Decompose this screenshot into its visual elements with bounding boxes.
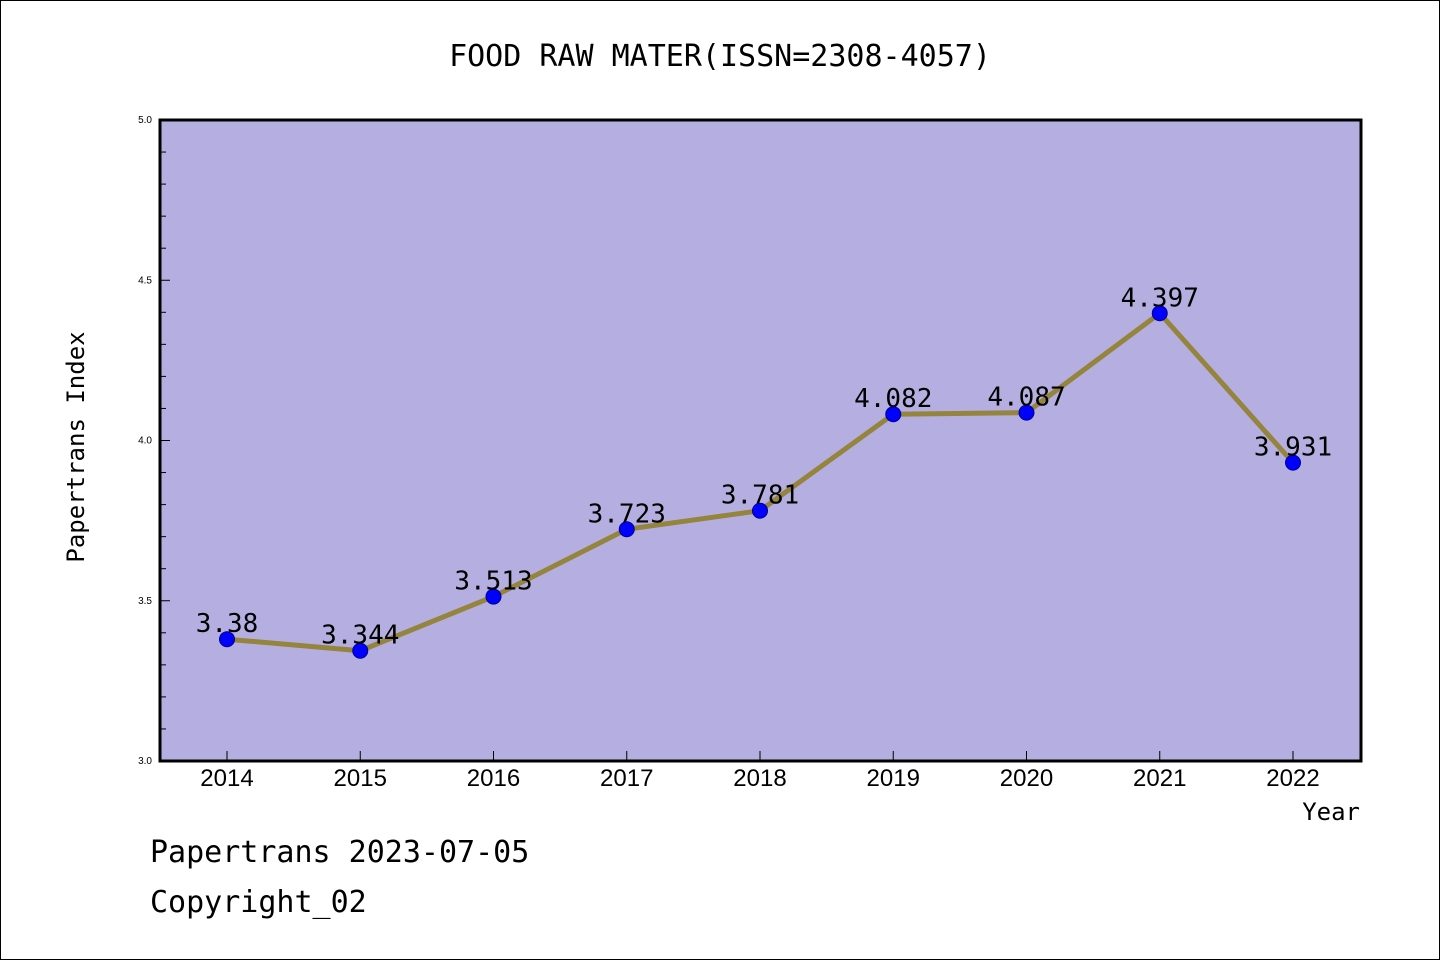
- data-label-2018: 3.781: [721, 481, 799, 511]
- plot-area: [160, 120, 1361, 761]
- data-point-2015: [352, 642, 369, 659]
- x-tick-label: 2017: [600, 765, 653, 792]
- data-label-2014: 3.38: [196, 609, 259, 639]
- x-axis-label: Year: [1302, 798, 1360, 826]
- plot-border: [158, 118, 1363, 763]
- data-point-2017: [618, 521, 635, 538]
- data-labels: 3.38 3.344 3.513 3.723 3.781 4.082 4.087 4.397 3…: [196, 283, 1332, 650]
- y-tick-label: 3.5: [138, 596, 152, 607]
- data-point-2018: [752, 502, 768, 519]
- x-tick-label: 2015: [334, 765, 387, 792]
- data-point-2016: [485, 588, 502, 605]
- data-label-2019: 4.082: [854, 384, 932, 414]
- y-tick-label: 5.0: [138, 115, 152, 126]
- data-label-2020: 4.087: [987, 383, 1065, 413]
- x-tick-label: 2018: [733, 765, 786, 792]
- x-tick-label: 2014: [200, 765, 253, 792]
- y-tick-label: 4.5: [138, 275, 152, 286]
- x-axis-ticks: 2014 2015 2016 2017 2018 2019 2020 2021 2022: [200, 751, 1320, 792]
- x-tick-label: 2016: [467, 765, 520, 792]
- data-label-2017: 3.723: [588, 499, 666, 529]
- chart-title: FOOD RAW MATER(ISSN=2308-4057): [449, 39, 991, 74]
- data-point-2014: [219, 631, 235, 648]
- footer-copyright: Copyright_02: [150, 885, 367, 920]
- data-label-2016: 3.513: [454, 567, 532, 597]
- y-axis-label: Papertrans Index: [62, 331, 90, 562]
- data-point-2020: [1018, 404, 1035, 421]
- x-tick-label: 2020: [1000, 765, 1053, 792]
- data-label-2015: 3.344: [321, 621, 399, 651]
- y-tick-label: 3.0: [138, 756, 152, 767]
- data-point-2021: [1151, 305, 1168, 322]
- y-tick-label: 4.0: [138, 436, 152, 447]
- data-point-2019: [885, 406, 902, 423]
- data-label-2021: 4.397: [1121, 283, 1199, 313]
- footer-date: Papertrans 2023-07-05: [150, 835, 530, 870]
- data-markers: [219, 305, 1301, 659]
- data-label-2022: 3.931: [1254, 433, 1332, 463]
- x-tick-label: 2021: [1133, 765, 1186, 792]
- x-tick-label: 2019: [867, 765, 920, 792]
- x-tick-label: 2022: [1266, 765, 1319, 792]
- data-point-2022: [1285, 454, 1301, 471]
